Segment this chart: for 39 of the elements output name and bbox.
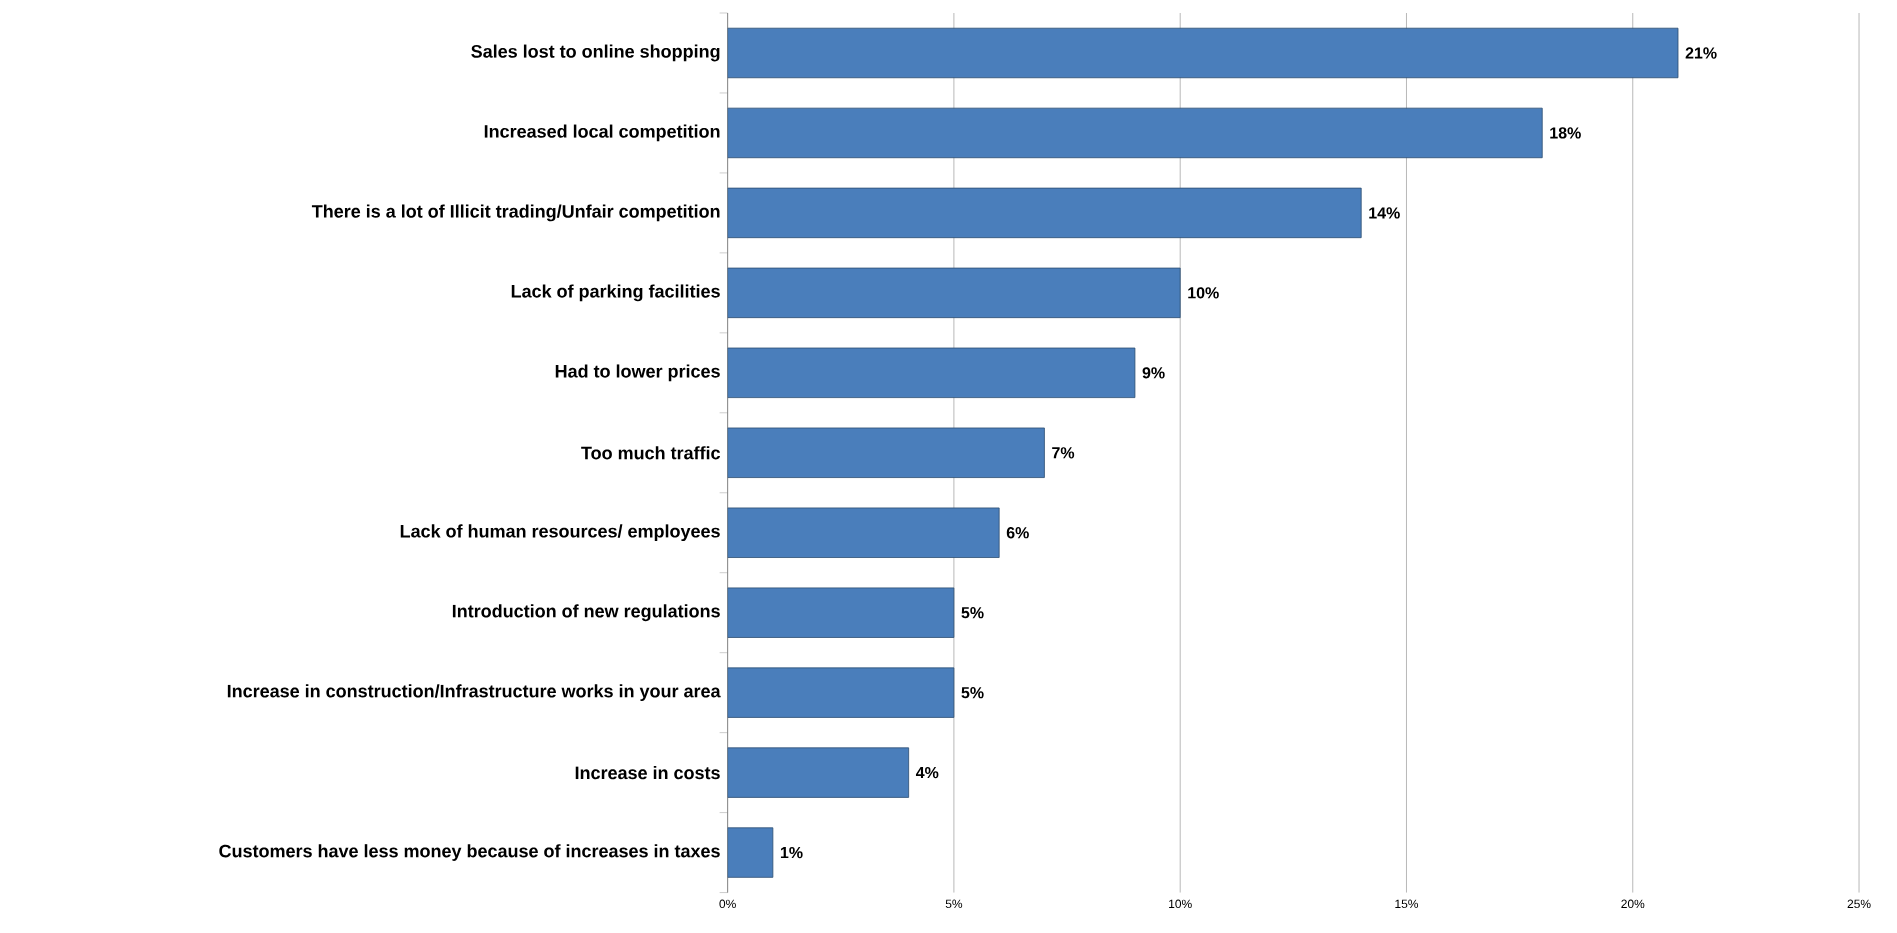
data-label: 4%: [915, 767, 939, 779]
y-tick-label: Introduction of new regulations: [452, 604, 720, 622]
data-label: 6%: [1006, 527, 1029, 539]
bar: [727, 747, 910, 799]
bar: [727, 667, 955, 719]
y-tick-label: Had to lower prices: [555, 364, 720, 382]
y-tick-label: Lack of human resources/ employees: [400, 524, 720, 542]
x-tick-label: 10%: [1169, 899, 1192, 909]
data-label: 10%: [1188, 287, 1219, 299]
x-tick-label: 20%: [1621, 899, 1645, 909]
y-tick-label: There is a lot of Illicit trading/Unfair competition: [311, 204, 720, 222]
y-tick-label: Too much traffic: [581, 446, 721, 460]
bar: [727, 107, 1543, 159]
bar: [727, 347, 1136, 399]
y-tick-label: Increase in construction/Infrastructure works in your area: [227, 684, 721, 702]
bar: [727, 827, 774, 878]
data-label: 14%: [1369, 207, 1400, 219]
x-tick-label: 25%: [1847, 899, 1871, 909]
data-label: 9%: [1142, 367, 1165, 379]
x-tick-label: 0%: [719, 899, 736, 909]
bar: [727, 507, 1000, 559]
bar: [727, 187, 1362, 239]
data-label: 7%: [1052, 447, 1075, 459]
data-label: 5%: [961, 607, 984, 619]
bar: [727, 587, 955, 639]
data-label: 21%: [1685, 47, 1717, 59]
y-tick-label: Customers have less money because of increases in taxes: [219, 844, 720, 862]
x-tick-label: 15%: [1395, 899, 1419, 909]
x-tick-label: 5%: [945, 899, 963, 909]
bar: [727, 427, 1045, 479]
data-label: 18%: [1550, 127, 1581, 139]
y-tick-label: Increased local competition: [484, 124, 720, 142]
y-tick-label: Sales lost to online shopping: [471, 44, 720, 62]
data-label: 1%: [780, 847, 803, 859]
y-tick-label: Lack of parking facilities: [511, 284, 720, 302]
bar: [727, 28, 1679, 79]
bar: [727, 267, 1181, 319]
y-tick-label: Increase in costs: [575, 766, 720, 780]
data-label: 5%: [961, 687, 984, 699]
